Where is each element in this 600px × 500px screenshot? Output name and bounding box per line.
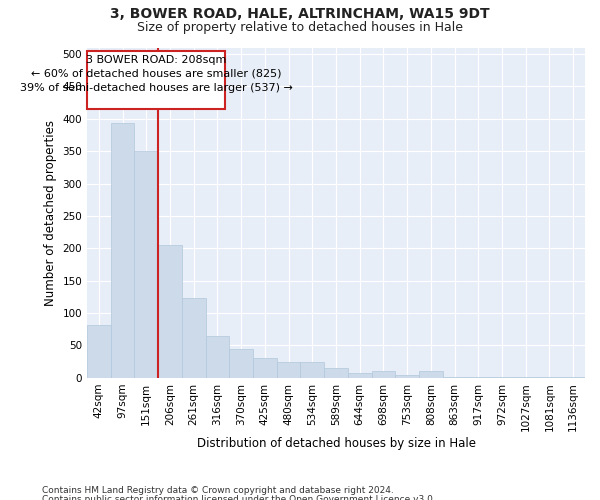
Bar xyxy=(395,374,419,378)
Bar xyxy=(466,377,490,378)
Bar xyxy=(182,298,206,378)
Bar xyxy=(134,151,158,378)
Bar xyxy=(561,377,585,378)
Bar xyxy=(348,374,371,378)
Bar xyxy=(206,336,229,378)
Bar xyxy=(419,372,443,378)
Text: Contains public sector information licensed under the Open Government Licence v3: Contains public sector information licen… xyxy=(42,495,436,500)
Bar xyxy=(514,377,538,378)
Bar xyxy=(88,50,224,109)
Text: 3, BOWER ROAD, HALE, ALTRINCHAM, WA15 9DT: 3, BOWER ROAD, HALE, ALTRINCHAM, WA15 9D… xyxy=(110,8,490,22)
Bar xyxy=(111,124,134,378)
Bar xyxy=(490,377,514,378)
X-axis label: Distribution of detached houses by size in Hale: Distribution of detached houses by size … xyxy=(197,437,476,450)
Bar xyxy=(443,377,466,378)
Text: 3 BOWER ROAD: 208sqm
← 60% of detached houses are smaller (825)
39% of semi-deta: 3 BOWER ROAD: 208sqm ← 60% of detached h… xyxy=(20,54,292,92)
Text: Size of property relative to detached houses in Hale: Size of property relative to detached ho… xyxy=(137,21,463,34)
Y-axis label: Number of detached properties: Number of detached properties xyxy=(44,120,57,306)
Text: Contains HM Land Registry data © Crown copyright and database right 2024.: Contains HM Land Registry data © Crown c… xyxy=(42,486,394,495)
Bar xyxy=(253,358,277,378)
Bar xyxy=(324,368,348,378)
Bar xyxy=(87,324,111,378)
Bar xyxy=(538,377,561,378)
Bar xyxy=(277,362,301,378)
Bar xyxy=(158,245,182,378)
Bar xyxy=(229,348,253,378)
Bar xyxy=(301,362,324,378)
Bar xyxy=(371,372,395,378)
